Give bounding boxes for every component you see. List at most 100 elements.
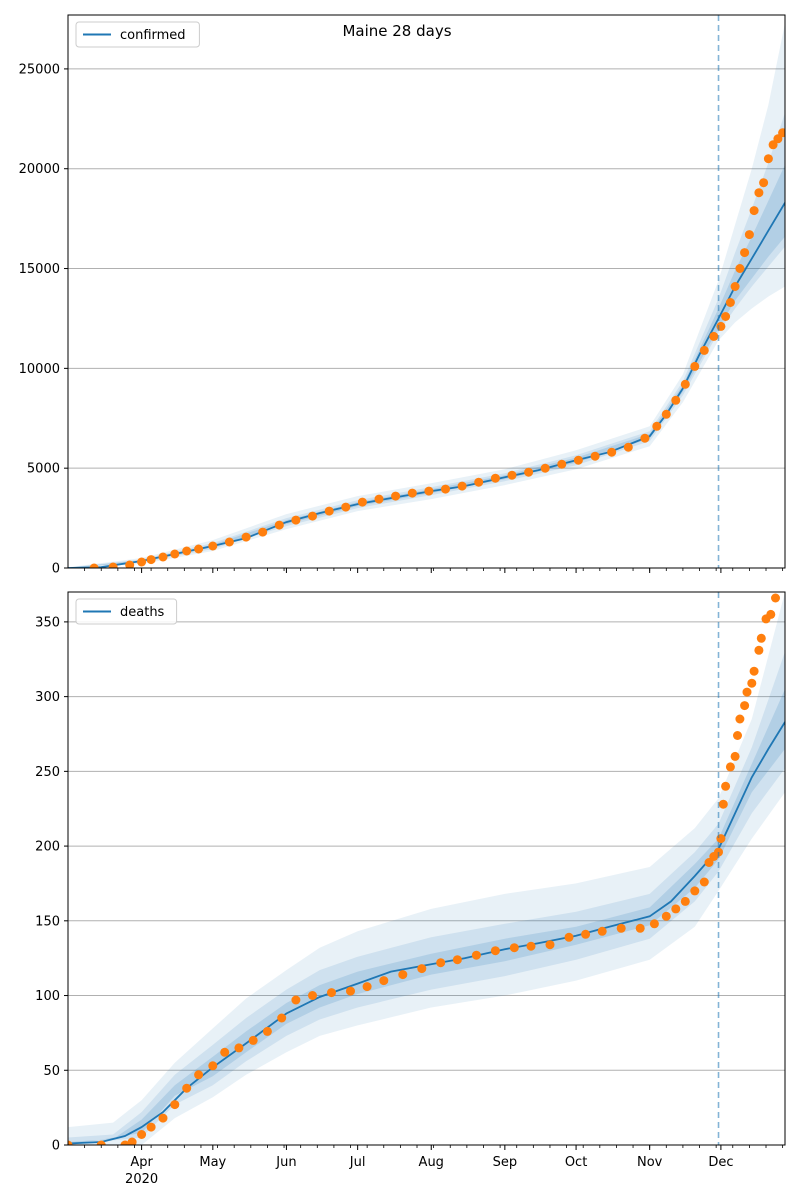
observed-point [170, 549, 180, 559]
observed-point [699, 345, 709, 355]
observed-point [730, 282, 740, 291]
observed-point [718, 799, 728, 809]
observed-point [158, 1113, 168, 1123]
y-tick-label: 25000 [19, 62, 60, 77]
observed-point [277, 1013, 287, 1023]
observed-point [671, 904, 681, 914]
observed-point [778, 128, 785, 138]
observed-point [749, 206, 759, 216]
observed-point [709, 331, 719, 341]
y-tick-label: 300 [35, 690, 60, 705]
y-tick-label: 20000 [19, 162, 60, 177]
observed-point [754, 188, 764, 198]
observed-point [68, 1140, 73, 1145]
observed-point [545, 940, 555, 950]
observed-point [742, 687, 752, 697]
y-tick-label: 0 [52, 1139, 60, 1154]
observed-point [291, 515, 301, 525]
observed-point [623, 442, 633, 452]
uncertainty-band [68, 23, 785, 568]
observed-point [616, 923, 626, 933]
observed-point [357, 497, 367, 507]
observed-point [89, 563, 99, 568]
observed-point [490, 473, 500, 483]
observed-point [241, 532, 251, 542]
legend: deaths [75, 598, 178, 625]
observed-point [747, 678, 757, 688]
observed-point [362, 982, 372, 992]
observed-point [341, 502, 351, 512]
figure-title: Maine 28 days [342, 22, 451, 40]
observed-point [766, 609, 776, 619]
observed-point [327, 988, 336, 998]
observed-point [474, 477, 484, 487]
observed-point [208, 541, 218, 551]
observed-point [125, 560, 135, 568]
observed-point [452, 955, 462, 965]
observed-point [158, 552, 168, 562]
observed-point [725, 298, 735, 307]
observed-point [768, 140, 778, 150]
observed-point [661, 911, 671, 921]
observed-point [699, 877, 709, 887]
observed-point [436, 958, 446, 968]
observed-point [248, 1035, 258, 1045]
observed-point [234, 1043, 244, 1053]
observed-point [262, 1026, 272, 1036]
y-tick-label: 250 [35, 765, 60, 780]
legend-label: confirmed [120, 28, 186, 43]
y-tick-label: 10000 [19, 362, 60, 377]
observed-point [754, 645, 764, 655]
uncertainty-band [68, 689, 785, 1145]
observed-point [597, 926, 607, 936]
uncertainty-band [68, 112, 785, 568]
observed-point [308, 991, 317, 1000]
observed-point [721, 312, 731, 321]
observed-point [374, 494, 384, 504]
observed-point [771, 593, 780, 603]
uncertainty-band [68, 651, 785, 1145]
observed-point [170, 1100, 180, 1110]
observed-point [730, 751, 740, 761]
y-tick-label: 200 [35, 840, 60, 855]
observed-point [407, 488, 417, 498]
y-tick-label: 100 [35, 989, 60, 1004]
legend-label: deaths [120, 605, 165, 620]
observed-point [573, 455, 583, 465]
observed-point [756, 633, 766, 643]
observed-point [704, 858, 714, 867]
observed-point [759, 178, 769, 188]
observed-point [680, 896, 690, 906]
observed-point [749, 666, 759, 676]
axes-frame [67, 591, 786, 1146]
observed-point [441, 484, 450, 494]
observed-point [391, 491, 401, 501]
x-tick-label: Jun [275, 1155, 296, 1170]
observed-point [581, 929, 591, 939]
observed-point [146, 555, 156, 565]
observed-point [564, 932, 574, 942]
observed-point [120, 1140, 130, 1145]
observed-point [690, 361, 700, 371]
observed-point [274, 520, 284, 530]
observed-point [137, 1130, 147, 1139]
observed-point [224, 537, 234, 547]
confirmed-chart-panel: 0 5000 10000 15000 20000 25000 confirmed [19, 14, 786, 577]
observed-point [457, 481, 467, 491]
observed-point [490, 946, 500, 956]
observed-point [607, 447, 617, 457]
y-tick-label: 5000 [27, 462, 60, 477]
observed-point [640, 433, 650, 443]
deaths-chart-panel: 0 50 100 150 200 250 300 350 Apr 2020 May Jun Jul Aug… [35, 591, 786, 1187]
observed-point [740, 248, 750, 258]
x-tick-year-label: 2020 [125, 1172, 158, 1187]
observed-point [540, 463, 550, 473]
observed-point [471, 950, 481, 960]
observed-point [194, 544, 204, 554]
observed-point [96, 1140, 106, 1145]
x-tick-label: Dec [708, 1155, 733, 1170]
x-tick-label: Nov [637, 1155, 663, 1170]
uncertainty-band [68, 164, 785, 568]
y-tick-label: 0 [52, 562, 60, 577]
